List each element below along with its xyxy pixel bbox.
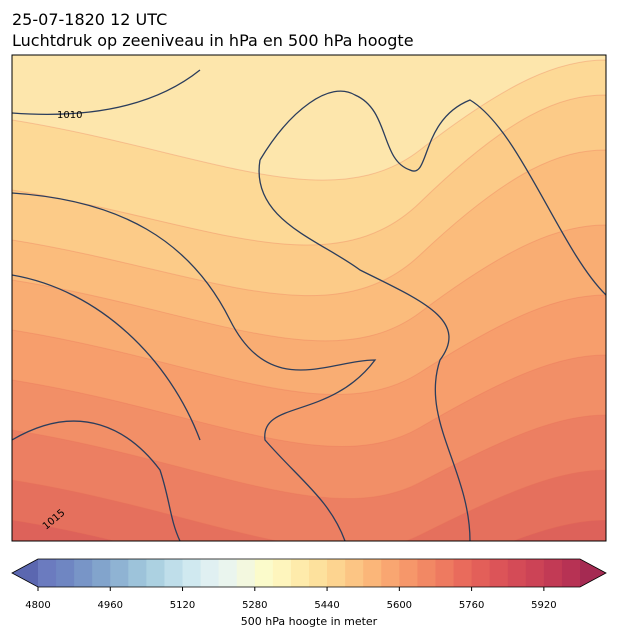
isobar bbox=[12, 69, 201, 115]
colorbar-tick-label: 5760 bbox=[459, 600, 484, 611]
colorbar-bin bbox=[309, 559, 328, 587]
colorbar-bin bbox=[435, 559, 455, 587]
colorbar-tick-label: 5600 bbox=[387, 600, 412, 611]
colorbar-tick-label: 5120 bbox=[170, 600, 195, 611]
colorbar-bin bbox=[290, 559, 310, 587]
colorbar-bin bbox=[92, 559, 111, 587]
colorbar-bin bbox=[507, 559, 527, 587]
colorbar-bin bbox=[543, 559, 563, 587]
colorbar-extend-high bbox=[580, 559, 606, 587]
subtitle: Luchtdruk op zeeniveau in hPa en 500 hPa… bbox=[12, 31, 414, 50]
colorbar-bin bbox=[56, 559, 75, 587]
colorbar: 4800 4960 5120 5280 5440 5600 5760 5920 500 hPa … bbox=[11, 558, 607, 628]
colorbar-bin bbox=[218, 559, 238, 587]
colorbar-bin bbox=[236, 559, 256, 587]
isobar bbox=[12, 274, 201, 441]
colorbar-bin bbox=[146, 559, 165, 587]
colorbar-tick-label: 4960 bbox=[98, 600, 123, 611]
colorbar-outline bbox=[11, 558, 607, 588]
colorbar-bin bbox=[453, 559, 473, 587]
colorbar-bin bbox=[363, 559, 382, 587]
isobar-label: 1010 bbox=[57, 110, 82, 121]
colorbar-bin bbox=[471, 559, 491, 587]
colorbar-bin bbox=[489, 559, 509, 587]
colorbar-bin bbox=[128, 559, 147, 587]
colorbar-bin bbox=[38, 559, 57, 587]
colorbar-bin bbox=[381, 559, 400, 587]
colorbar-tick-label: 4800 bbox=[25, 600, 50, 611]
colorbar-bin bbox=[272, 559, 292, 587]
colorbar-label: 500 hPa hoogte in meter bbox=[241, 615, 378, 628]
colorbar-bin bbox=[327, 559, 346, 587]
colorbar-extend-low bbox=[12, 559, 38, 587]
colorbar-bin bbox=[74, 559, 93, 587]
map-frame bbox=[11, 54, 607, 542]
colorbar-bin bbox=[399, 559, 418, 587]
colorbar-bin bbox=[561, 559, 581, 587]
height-band bbox=[12, 519, 606, 541]
isobar bbox=[12, 192, 377, 541]
colorbar-bin bbox=[345, 559, 364, 587]
colorbar-bin bbox=[200, 559, 220, 587]
colorbar-bin bbox=[417, 559, 436, 587]
colorbar-bin bbox=[254, 559, 274, 587]
isobar bbox=[12, 420, 181, 541]
isobar bbox=[259, 90, 606, 296]
isobar bbox=[258, 159, 471, 541]
colorbar-bin bbox=[164, 559, 184, 587]
colorbar-bin bbox=[110, 559, 129, 587]
colorbar-tick-label: 5920 bbox=[531, 600, 556, 611]
colorbar-bin bbox=[182, 559, 202, 587]
colorbar-tick-label: 5280 bbox=[242, 600, 267, 611]
height-band bbox=[12, 469, 606, 541]
colorbar-bin bbox=[525, 559, 545, 587]
height-band bbox=[12, 414, 606, 541]
colorbar-tick-label: 5440 bbox=[314, 600, 339, 611]
title: 25-07-1820 12 UTC bbox=[12, 10, 167, 29]
